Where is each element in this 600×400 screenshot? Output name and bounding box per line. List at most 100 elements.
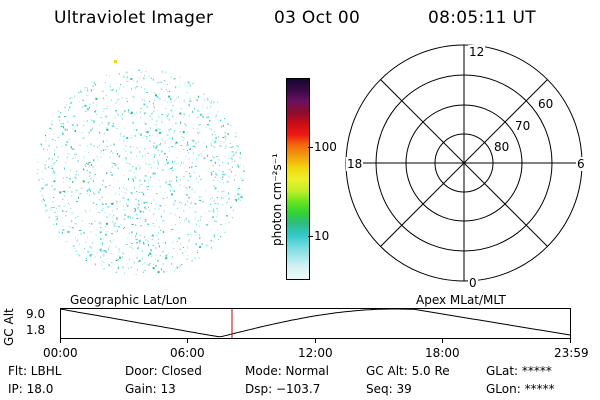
uv-pixel [123, 228, 125, 230]
uv-pixel [56, 223, 58, 226]
uv-pixel [200, 113, 203, 116]
uv-pixel [193, 145, 196, 147]
uv-pixel [54, 140, 56, 141]
uv-pixel [141, 191, 144, 193]
uv-pixel [138, 189, 140, 191]
uv-pixel [53, 133, 55, 135]
uv-pixel [82, 220, 84, 222]
uv-pixel [119, 187, 121, 189]
uv-pixel [64, 190, 66, 193]
uv-pixel [136, 80, 138, 83]
uv-pixel [200, 219, 201, 221]
uv-pixel [125, 187, 127, 189]
uv-pixel [170, 98, 172, 100]
uv-pixel [119, 133, 121, 135]
uv-pixel [62, 198, 64, 200]
uv-pixel [217, 111, 219, 113]
uv-pixel [217, 191, 219, 192]
uv-pixel [37, 154, 39, 156]
uv-pixel [116, 100, 118, 103]
uv-pixel [75, 217, 77, 219]
uv-pixel [214, 140, 217, 143]
uv-pixel [210, 172, 212, 174]
uv-pixel [117, 98, 120, 100]
uv-pixel [100, 249, 101, 252]
uv-pixel [84, 164, 86, 166]
uv-pixel [124, 156, 127, 159]
uv-pixel [138, 199, 140, 202]
uv-pixel [101, 196, 103, 198]
uv-pixel [148, 75, 150, 78]
uv-pixel [142, 99, 144, 101]
uv-pixel [223, 173, 225, 176]
uv-pixel [221, 203, 224, 206]
uv-pixel [74, 223, 77, 225]
uv-pixel [125, 77, 127, 79]
uv-pixel [219, 145, 221, 147]
uv-pixel [108, 264, 110, 267]
uv-pixel [227, 176, 229, 178]
uv-pixel [153, 107, 155, 109]
uv-pixel [230, 157, 232, 159]
uv-pixel [222, 195, 224, 196]
uv-pixel [99, 188, 101, 191]
uv-pixel [140, 133, 142, 136]
uv-pixel [222, 137, 225, 138]
uv-pixel [176, 177, 178, 179]
uv-pixel [119, 256, 122, 259]
uv-pixel [180, 136, 183, 138]
uv-pixel [233, 209, 235, 211]
uv-pixel [123, 214, 126, 215]
uv-pixel [37, 169, 39, 171]
altitude-timeline [59, 308, 571, 339]
uv-pixel [176, 123, 177, 125]
uv-pixel [188, 157, 190, 159]
uv-pixel [165, 181, 168, 184]
uv-pixel [117, 153, 119, 155]
uv-pixel [209, 160, 211, 162]
uv-pixel [75, 240, 77, 242]
uv-pixel [139, 69, 140, 71]
uv-pixel [167, 114, 168, 117]
uv-pixel [186, 150, 188, 152]
uv-pixel [155, 254, 157, 256]
uv-pixel [172, 160, 173, 163]
uv-pixel [174, 99, 176, 101]
uv-pixel [183, 137, 185, 139]
uv-pixel [184, 123, 186, 125]
uv-pixel [203, 157, 206, 159]
uv-pixel [107, 258, 109, 260]
uv-pixel [77, 162, 79, 164]
uv-pixel [144, 206, 146, 209]
uv-pixel [62, 191, 65, 193]
uv-pixel [214, 187, 217, 190]
uv-pixel [207, 124, 209, 126]
uv-pixel [78, 196, 79, 199]
uv-pixel [93, 174, 95, 177]
uv-pixel [186, 171, 188, 172]
uv-pixel [207, 116, 210, 119]
uv-pixel [112, 123, 114, 125]
uv-pixel [120, 115, 123, 117]
uv-pixel [148, 206, 149, 208]
uv-pixel [95, 204, 97, 205]
uv-pixel [136, 191, 138, 193]
uv-pixel [119, 252, 121, 254]
uv-pixel [109, 156, 111, 158]
uv-pixel [171, 262, 173, 265]
uv-pixel [221, 196, 223, 199]
uv-pixel [128, 259, 130, 260]
uv-pixel [217, 229, 219, 230]
uv-pixel [70, 169, 72, 172]
uv-pixel [142, 211, 144, 213]
uv-pixel [203, 96, 205, 98]
uv-pixel [130, 151, 132, 154]
uv-pixel [214, 203, 217, 205]
uv-pixel [105, 259, 107, 261]
uv-pixel [99, 144, 101, 146]
uv-pixel [137, 208, 139, 210]
uv-pixel [76, 170, 78, 172]
uv-pixel [134, 176, 136, 178]
uv-pixel [173, 78, 176, 80]
uv-pixel [225, 138, 227, 140]
